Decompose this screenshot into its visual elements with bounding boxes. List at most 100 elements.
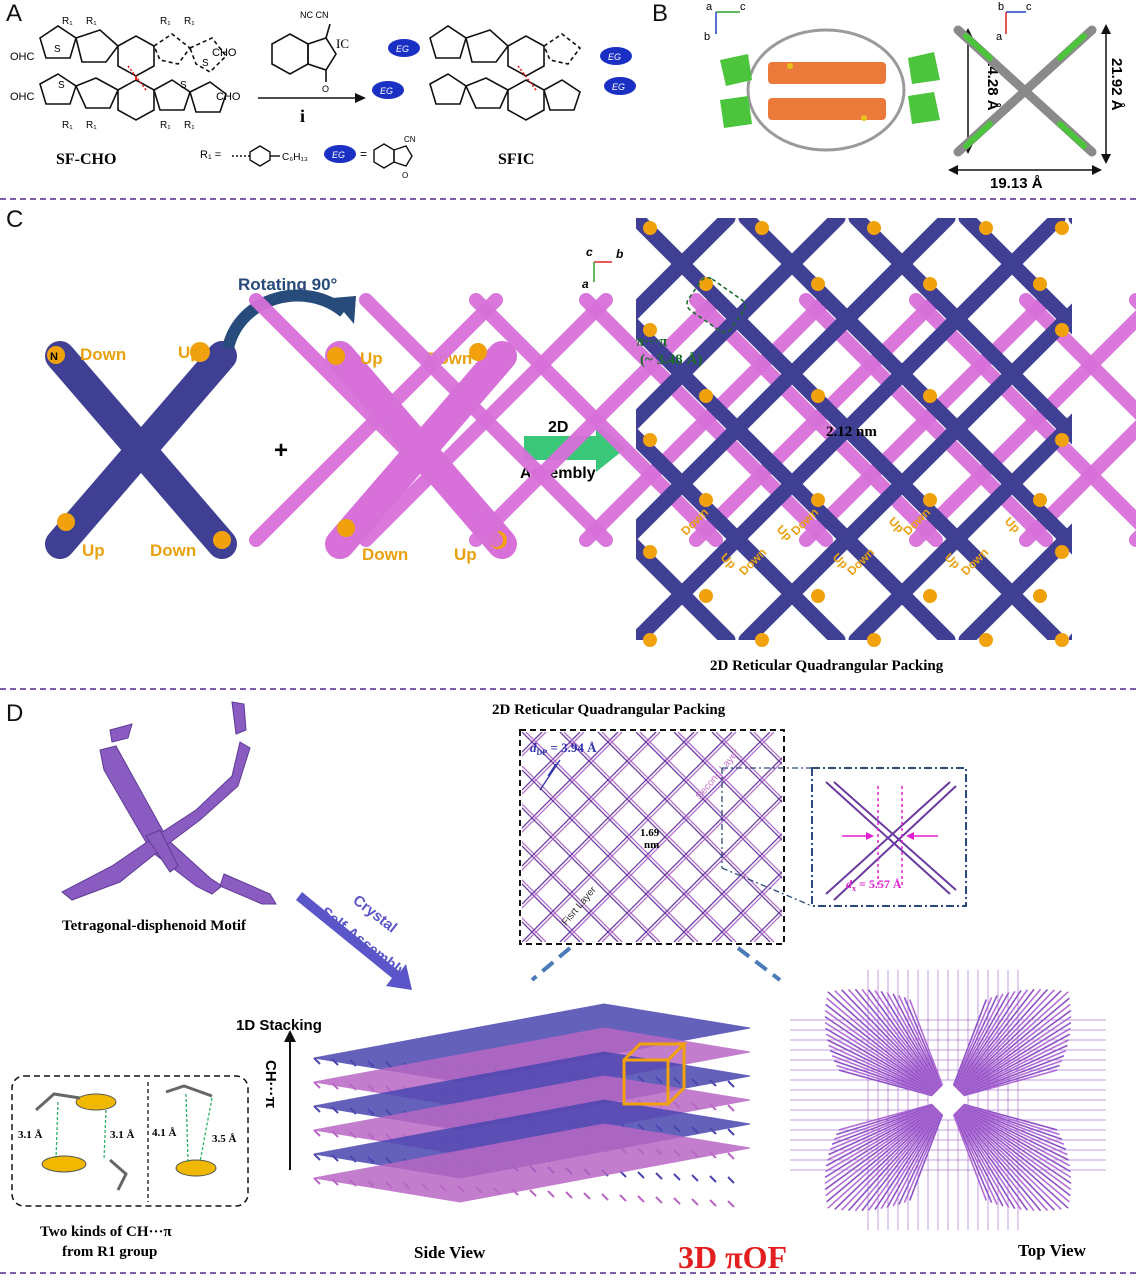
dim-height-right: 21.92 Å [1108, 58, 1125, 111]
stack-fringe [385, 1181, 393, 1189]
n-cap [1055, 323, 1069, 337]
c-axis-a: a [582, 277, 589, 291]
stack-fringe [493, 1187, 501, 1195]
n-cap [923, 589, 937, 603]
stack-fringe [331, 1130, 339, 1138]
zoom-inset-lines [825, 781, 957, 901]
r1-label-5: R₁ [62, 120, 73, 131]
inset-strand [522, 879, 585, 942]
pore-size-c: 2.12 nm [826, 424, 877, 440]
inset-strand [711, 871, 782, 942]
stack-fringe [385, 1109, 393, 1117]
r1-label-4: R₁ [184, 16, 195, 27]
d-dp-label: dDP = 3.94 Å [530, 740, 597, 757]
r1-label-2: R₁ [86, 16, 97, 27]
s-label-3: S [180, 80, 187, 91]
inset-strand [944, 732, 1136, 942]
pore-size-d: 1.69 [640, 827, 660, 839]
inset-strand [715, 732, 782, 799]
stack-fringe [727, 1176, 735, 1184]
n-cap [979, 633, 993, 647]
indigo-strand [0, 218, 398, 640]
stack-layer [313, 1123, 751, 1203]
n-cap [699, 389, 713, 403]
tetragonal-motif [61, 701, 277, 905]
inset-strand [940, 732, 1136, 942]
stack-fringe [457, 1185, 465, 1193]
stack-fringe [385, 1061, 393, 1069]
stack-fringe [349, 1179, 357, 1187]
stack-fringe [313, 1105, 321, 1113]
dimer-side-view [720, 28, 940, 152]
indigo-strand [1068, 633, 1072, 640]
inset-strand [522, 732, 733, 942]
indigo-strand [636, 537, 736, 640]
stack-fringe [349, 1059, 357, 1067]
reactant-name: SF-CHO [56, 151, 116, 168]
side-view-caption: Side View [414, 1243, 486, 1262]
pink-strand [469, 293, 723, 547]
inset-strand [563, 732, 775, 942]
ic-name: IC [336, 36, 349, 51]
stack-fringe [331, 1082, 339, 1090]
n-cap [643, 221, 657, 235]
stack-fringe [709, 1199, 717, 1207]
ohc-label-2: OHC [10, 91, 35, 103]
n-cap [755, 633, 769, 647]
inset-strand [944, 732, 1136, 942]
eg-cn: CN [404, 135, 416, 144]
side-view-stack [313, 1003, 751, 1208]
inset-strand [525, 732, 737, 942]
r1-label-6: R₁ [86, 120, 97, 131]
stack-fringe [709, 1175, 717, 1183]
indigo-strand [636, 218, 956, 541]
inset-strand [522, 732, 581, 791]
indigo-strand [958, 523, 1072, 640]
eg-badge-3: EG [608, 52, 621, 62]
ch-pi-vertical: CH···π [262, 1060, 279, 1109]
right-x-up-top: Up [360, 349, 383, 368]
n-cap [1033, 493, 1047, 507]
stack-fringe [673, 1197, 681, 1205]
stack-fringe [421, 1183, 429, 1191]
ic-structure [271, 23, 337, 82]
two-kinds-line1: Two kinds of CH···π [40, 1224, 173, 1240]
inset-strand [522, 732, 657, 867]
stack-fringe [691, 1198, 699, 1206]
eg-badge-4: EG [612, 82, 625, 92]
n-cap [643, 323, 657, 337]
indigo-strand [1068, 218, 1072, 225]
panel-label-b: B [652, 0, 669, 27]
inset-strand [522, 732, 585, 795]
n-cap [811, 389, 825, 403]
inset-strand [522, 732, 661, 871]
indigo-strand [738, 303, 1072, 640]
stack-fringe [367, 1084, 375, 1092]
axis-b-left: b [704, 31, 710, 43]
n-cap [811, 589, 825, 603]
stack-fringe [403, 1182, 411, 1190]
stack-fringe [331, 1058, 339, 1066]
sfic-structure [429, 25, 582, 121]
stack-fringe [313, 1177, 321, 1185]
product-name: SFIC [498, 151, 534, 168]
n-cap [1055, 545, 1069, 559]
stack-fringe [655, 1172, 663, 1180]
panel-label-d: D [6, 700, 24, 727]
stack-fringe [331, 1106, 339, 1114]
r1-label-8: R₁ [184, 120, 195, 131]
inset-strands [522, 732, 1136, 942]
stack-fringe [727, 1152, 735, 1160]
n-cap [643, 433, 657, 447]
r1-label-3: R₁ [160, 16, 171, 27]
panel-c-assembly: N Down Up Up Down + Rotating 90° Up Down… [0, 218, 1136, 674]
top-view-label: Top View [1018, 1241, 1087, 1260]
plus-sign: + [274, 437, 288, 464]
axis-b-right: b [998, 1, 1004, 13]
pink-strand [799, 293, 1053, 547]
stack-fringe [331, 1154, 339, 1162]
stack-fringe [673, 1173, 681, 1181]
inset-strand [940, 732, 1136, 942]
inset-strand [559, 732, 771, 942]
left-x-down-top: Down [80, 345, 126, 364]
